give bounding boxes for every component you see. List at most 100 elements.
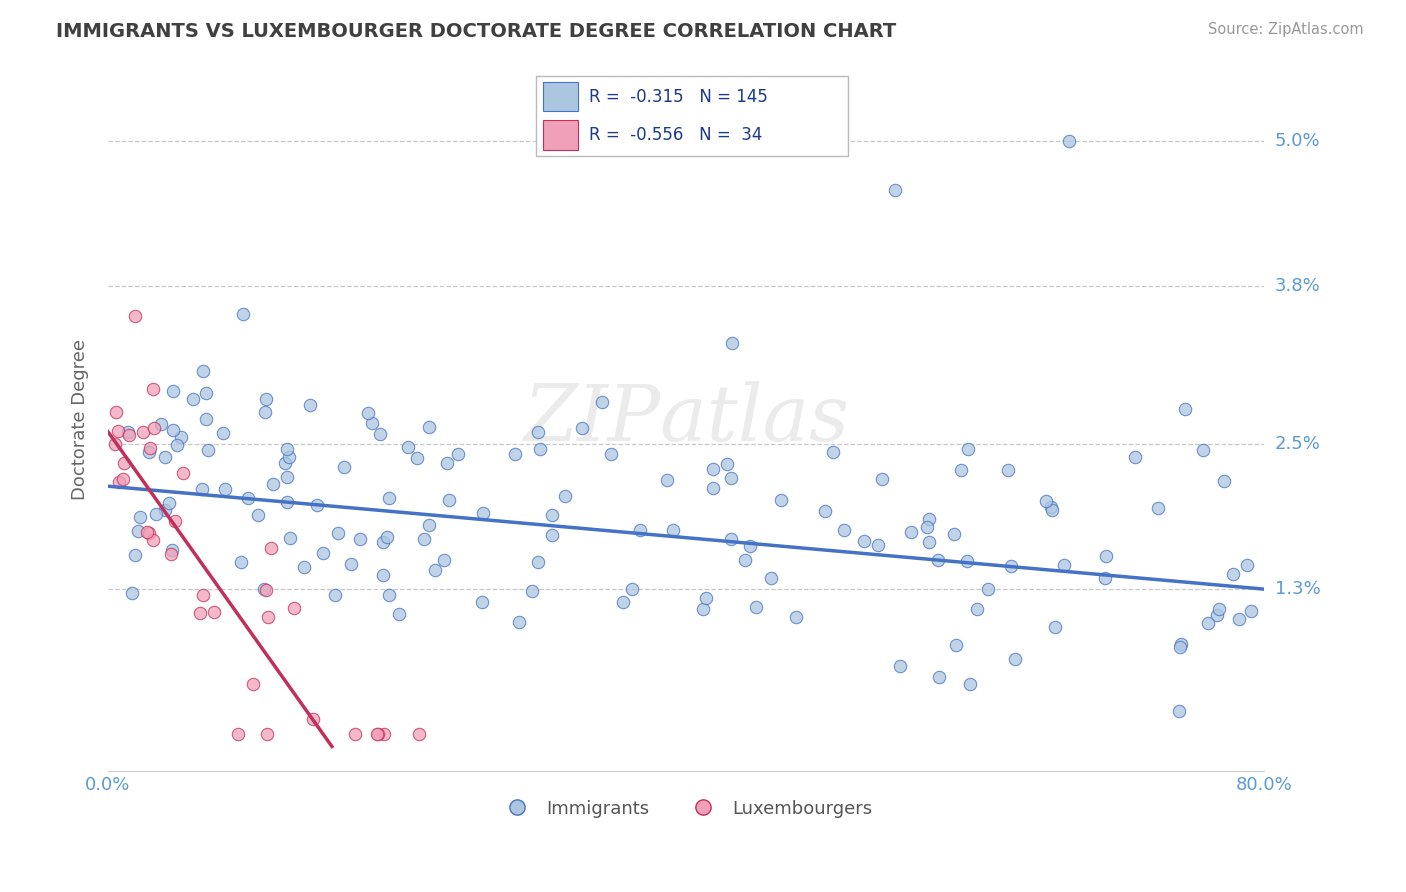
Point [226, 727, 249, 741]
Point [720, 471, 742, 485]
Text: ZIP​atlas: ZIP​atlas [523, 382, 849, 458]
Point [302, 713, 325, 727]
Point [1170, 637, 1192, 651]
Point [340, 557, 363, 571]
Point [540, 508, 562, 522]
Point [142, 533, 165, 547]
Point [132, 425, 155, 439]
Point [124, 548, 146, 562]
Point [118, 428, 141, 442]
Point [323, 588, 346, 602]
Point [127, 524, 149, 538]
Point [292, 559, 315, 574]
Point [628, 523, 651, 537]
Point [508, 615, 530, 630]
Point [367, 727, 389, 741]
Point [388, 607, 411, 622]
Point [256, 392, 278, 406]
Point [966, 602, 988, 616]
Point [333, 459, 356, 474]
Point [280, 531, 302, 545]
Point [1095, 549, 1118, 564]
Point [274, 456, 297, 470]
Point [155, 503, 177, 517]
Point [162, 424, 184, 438]
Point [276, 495, 298, 509]
Point [212, 425, 235, 440]
Point [472, 506, 495, 520]
Point [121, 586, 143, 600]
Point [194, 385, 217, 400]
Point [413, 533, 436, 547]
Point [1236, 558, 1258, 572]
Point [997, 463, 1019, 477]
Point [149, 417, 172, 431]
Point [242, 677, 264, 691]
Point [503, 447, 526, 461]
Point [872, 472, 894, 486]
Point [955, 554, 977, 568]
Point [957, 442, 980, 457]
Point [927, 552, 949, 566]
Point [1040, 503, 1063, 517]
Point [447, 446, 470, 460]
Point [191, 588, 214, 602]
Point [702, 462, 724, 476]
Point [172, 466, 194, 480]
Point [396, 440, 419, 454]
Point [554, 489, 576, 503]
Point [312, 546, 335, 560]
Point [160, 547, 183, 561]
Point [366, 727, 388, 741]
Text: Source: ZipAtlas.com: Source: ZipAtlas.com [1208, 22, 1364, 37]
Point [1035, 494, 1057, 508]
Point [299, 398, 322, 412]
Point [236, 491, 259, 505]
Point [612, 595, 634, 609]
Point [770, 493, 793, 508]
Text: 1.3%: 1.3% [1275, 580, 1320, 599]
Point [1206, 608, 1229, 623]
Point [600, 446, 623, 460]
Point [977, 582, 1000, 596]
Point [1146, 500, 1168, 515]
Point [361, 416, 384, 430]
Point [142, 382, 165, 396]
Point [1000, 558, 1022, 573]
Point [138, 444, 160, 458]
Point [918, 512, 941, 526]
Point [720, 532, 742, 546]
Point [520, 584, 543, 599]
Point [305, 499, 328, 513]
Point [257, 609, 280, 624]
Point [591, 395, 613, 409]
Point [124, 309, 146, 323]
Point [157, 496, 180, 510]
Point [1094, 571, 1116, 585]
Point [745, 599, 768, 614]
Point [720, 336, 742, 351]
Point [734, 553, 756, 567]
Point [202, 605, 225, 619]
Point [162, 543, 184, 558]
Point [373, 535, 395, 549]
Point [276, 442, 298, 456]
Point [138, 526, 160, 541]
Point [1123, 450, 1146, 464]
Point [1208, 602, 1230, 616]
Point [471, 594, 494, 608]
Point [276, 470, 298, 484]
Point [155, 450, 177, 464]
Point [197, 443, 219, 458]
Point [188, 606, 211, 620]
Point [344, 727, 367, 741]
Point [111, 472, 134, 486]
Point [183, 392, 205, 407]
Point [884, 183, 907, 197]
Point [107, 425, 129, 439]
Point [145, 507, 167, 521]
Point [945, 639, 967, 653]
Point [254, 582, 277, 597]
Point [256, 727, 278, 741]
Point [1212, 474, 1234, 488]
